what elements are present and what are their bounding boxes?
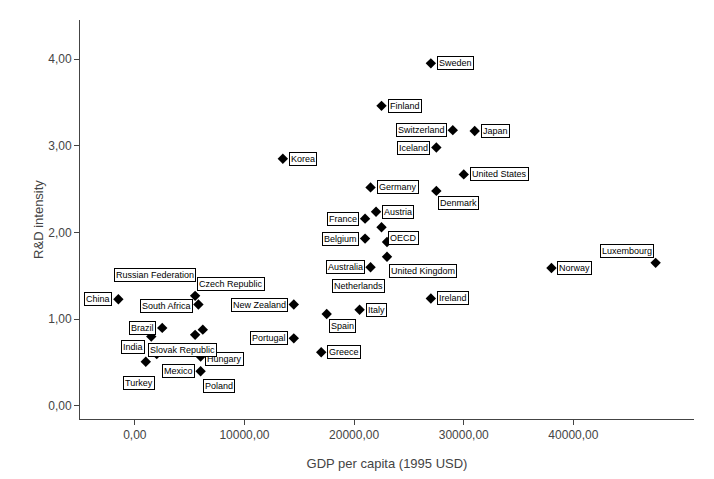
- svg-text:France: France: [329, 214, 357, 224]
- svg-text:Netherlands: Netherlands: [334, 281, 383, 291]
- svg-text:Finland: Finland: [390, 101, 420, 111]
- svg-text:Czech Republic: Czech Republic: [199, 279, 263, 289]
- svg-text:Ireland: Ireland: [439, 293, 467, 303]
- svg-text:Slovak Republic: Slovak Republic: [150, 345, 215, 355]
- svg-text:Korea: Korea: [291, 154, 315, 164]
- svg-text:Brazil: Brazil: [131, 323, 154, 333]
- svg-text:United Kingdom: United Kingdom: [391, 266, 455, 276]
- svg-text:Turkey: Turkey: [125, 378, 153, 388]
- svg-text:India: India: [123, 342, 143, 352]
- svg-text:Portugal: Portugal: [252, 333, 286, 343]
- svg-text:South Africa: South Africa: [142, 301, 191, 311]
- svg-text:Australia: Australia: [328, 262, 363, 272]
- svg-text:China: China: [86, 294, 110, 304]
- svg-text:Greece: Greece: [329, 347, 359, 357]
- svg-text:OECD: OECD: [390, 233, 417, 243]
- svg-text:30000,00: 30000,00: [439, 428, 489, 442]
- svg-text:Italy: Italy: [368, 305, 385, 315]
- svg-text:Iceland: Iceland: [399, 143, 428, 153]
- svg-text:Russian Federation: Russian Federation: [116, 270, 194, 280]
- svg-text:Spain: Spain: [331, 321, 354, 331]
- svg-text:Mexico: Mexico: [164, 366, 193, 376]
- svg-text:40000,00: 40000,00: [548, 428, 598, 442]
- svg-text:0,00: 0,00: [123, 428, 147, 442]
- svg-text:Switzerland: Switzerland: [398, 125, 445, 135]
- svg-text:3,00: 3,00: [48, 139, 72, 153]
- svg-text:Hungary: Hungary: [207, 354, 242, 364]
- svg-text:Austria: Austria: [384, 207, 412, 217]
- svg-text:Sweden: Sweden: [439, 58, 472, 68]
- svg-text:Norway: Norway: [559, 263, 590, 273]
- svg-text:R&D intensity: R&D intensity: [31, 180, 46, 259]
- svg-text:1,00: 1,00: [48, 312, 72, 326]
- svg-text:Germany: Germany: [379, 182, 417, 192]
- svg-text:0,00: 0,00: [48, 399, 72, 413]
- svg-text:New Zealand: New Zealand: [233, 300, 286, 310]
- svg-text:2,00: 2,00: [48, 226, 72, 240]
- svg-text:4,00: 4,00: [48, 52, 72, 66]
- svg-text:Denmark: Denmark: [440, 198, 477, 208]
- svg-text:Japan: Japan: [483, 126, 508, 136]
- svg-text:20000,00: 20000,00: [329, 428, 379, 442]
- svg-text:United States: United States: [472, 169, 527, 179]
- svg-text:Luxembourg: Luxembourg: [602, 246, 652, 256]
- svg-text:10000,00: 10000,00: [219, 428, 269, 442]
- svg-text:Poland: Poland: [205, 381, 233, 391]
- svg-text:GDP per capita (1995 USD): GDP per capita (1995 USD): [307, 456, 468, 471]
- svg-text:Belgium: Belgium: [324, 234, 357, 244]
